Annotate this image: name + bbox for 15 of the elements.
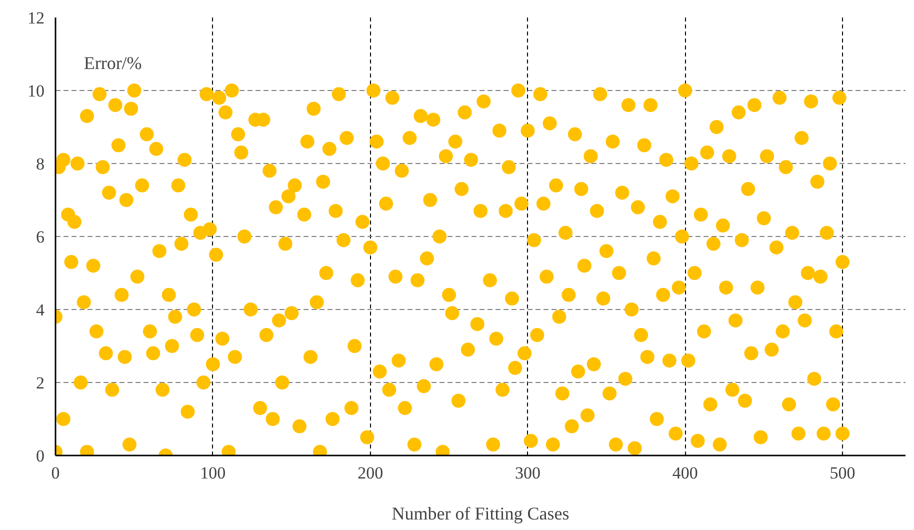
x-tick-label: 0	[51, 464, 60, 482]
y-tick-label: 10	[28, 82, 44, 100]
y-axis-title: Error/%	[84, 53, 142, 74]
y-tick-label: 4	[36, 300, 45, 320]
x-tick-label: 100	[200, 464, 226, 482]
x-tick-label: 500	[830, 464, 856, 482]
y-tick-label: 6	[36, 228, 44, 246]
y-tick-label: 0	[36, 446, 44, 466]
y-tick-label: 2	[36, 374, 44, 392]
x-tick-label: 300	[514, 464, 540, 482]
x-axis-title: Number of Fitting Cases	[392, 504, 570, 524]
x-tick-label: 200	[358, 464, 384, 482]
x-tick-label: 400	[672, 464, 698, 482]
y-tick-label: 8	[36, 154, 44, 174]
y-tick-label: 12	[28, 8, 44, 28]
